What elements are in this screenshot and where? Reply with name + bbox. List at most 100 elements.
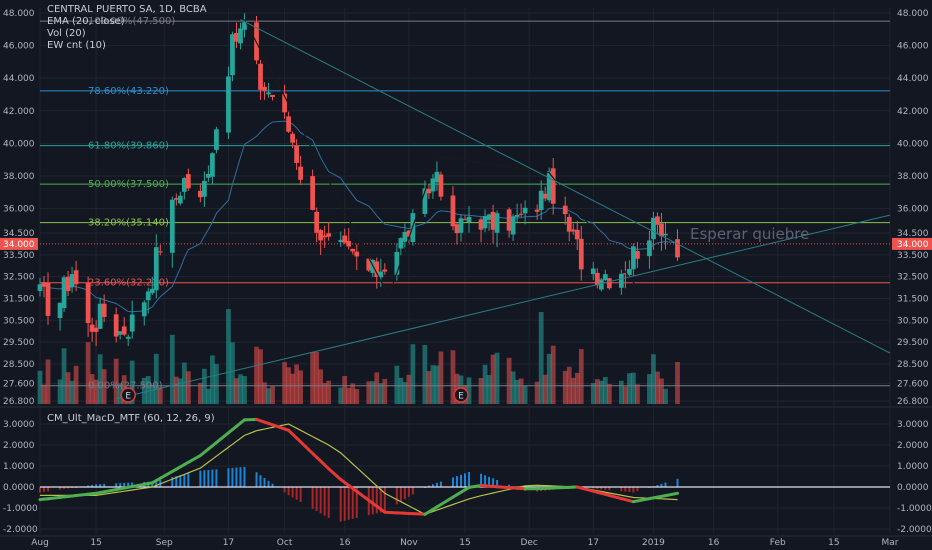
macd-hist-bar: [255, 472, 258, 487]
candle-body: [214, 129, 219, 150]
candle-body: [206, 174, 211, 178]
macd-hist-bar: [480, 473, 483, 487]
candle-body: [226, 76, 231, 133]
volume-bar: [129, 360, 135, 404]
price-axis-label-left: 29.500: [3, 338, 35, 348]
candle-body: [85, 282, 91, 324]
macd-line-segment: [467, 484, 483, 489]
fib-label: 0.00%(27.500): [88, 381, 163, 392]
candle-body: [266, 92, 271, 95]
candle-body: [350, 248, 356, 252]
volume-bar: [145, 376, 151, 404]
macd-axis-label: -2.0000: [897, 525, 932, 535]
volume-bar: [570, 377, 576, 404]
candle-body: [242, 22, 247, 30]
candle-body: [382, 269, 388, 272]
macd-hist-bar: [656, 485, 659, 487]
volume-bar: [546, 353, 552, 404]
macd-axis-label-left: 1.0000: [3, 462, 35, 472]
volume-bar: [518, 378, 524, 404]
volume-bar: [438, 351, 444, 404]
price-axis-label: 34.500: [897, 229, 929, 239]
macd-line-segment: [102, 488, 118, 494]
macd-axis-label-left: 0.0000: [3, 483, 35, 493]
price-axis-label: 29.500: [897, 338, 929, 348]
macd-hist-bar: [375, 487, 378, 514]
volume-bar: [113, 358, 119, 404]
time-axis-label: 15: [828, 538, 839, 548]
price-axis-label: 26.800: [897, 397, 929, 407]
time-axis-label: 16: [708, 538, 720, 548]
macd-line-segment: [158, 469, 174, 480]
candle-body: [61, 277, 67, 309]
volume-bar: [663, 388, 668, 404]
candle-body: [298, 166, 303, 180]
volume-bar: [101, 369, 107, 404]
macd-hist-bar: [271, 483, 274, 487]
volume-bar: [602, 377, 608, 404]
macd-hist-bar: [291, 487, 294, 498]
macd-hist-bar: [187, 473, 190, 487]
volume-bar: [37, 370, 43, 404]
macd-hist-bar: [259, 475, 262, 487]
macd-axis-label-left: -1.0000: [3, 504, 38, 514]
macd-legend: CM_Ult_MacD_MTF (60, 12, 26, 9): [47, 413, 215, 424]
volume-bar: [185, 371, 191, 404]
macd-hist-bar: [347, 487, 350, 520]
time-axis-label: 16: [339, 538, 351, 548]
macd-hist-bar: [395, 487, 398, 505]
macd-hist-bar: [431, 484, 434, 487]
volume-bar: [326, 380, 332, 404]
candle-body: [514, 214, 520, 217]
macd-hist-bar: [403, 487, 406, 500]
macd-axis-label-left: 3.0000: [3, 420, 35, 430]
candle-body: [458, 218, 464, 233]
macd-hist-bar: [263, 477, 266, 487]
volume-bar: [631, 372, 636, 404]
volume-bar: [434, 365, 440, 404]
candle-body: [169, 199, 175, 253]
macd-hist-bar: [91, 484, 94, 487]
volume-bar: [242, 376, 247, 404]
candle-body: [534, 209, 540, 212]
candle-body: [202, 180, 207, 197]
candle-body: [41, 282, 47, 287]
macd-hist-bar: [435, 482, 438, 487]
macd-hist-bar: [468, 471, 471, 487]
earnings-marker-label: E: [125, 392, 131, 402]
candle-body: [141, 302, 147, 317]
candle-body: [562, 205, 568, 215]
volume-bar: [41, 384, 47, 404]
macd-hist-bar: [379, 487, 382, 513]
price-axis-label-left: 28.500: [3, 360, 35, 370]
macd-hist-bar: [59, 487, 62, 490]
candle-body: [326, 233, 332, 237]
volume-bar: [254, 346, 259, 404]
candle-body: [631, 246, 636, 270]
candle-body: [89, 324, 95, 332]
volume-bar: [350, 383, 356, 404]
macd-line-segment: [299, 440, 315, 455]
macd-hist-bar: [123, 482, 126, 487]
candle-body: [173, 198, 179, 200]
candle-body: [286, 116, 291, 132]
candle-body: [346, 241, 352, 247]
candle-body: [210, 153, 215, 177]
macd-hist-bar: [459, 474, 462, 487]
price-axis-label-left: 36.000: [3, 205, 35, 215]
volume-bar: [374, 372, 380, 404]
macd-hist-bar: [183, 474, 186, 487]
macd-hist-bar: [496, 479, 499, 487]
volume-bar: [117, 383, 123, 404]
candle-body: [177, 195, 183, 204]
candle-body: [149, 288, 155, 294]
time-axis-label: Sep: [156, 538, 173, 548]
volume-bar: [149, 384, 155, 404]
volume-bar: [214, 363, 219, 404]
macd-axis-label: 0.0000: [897, 483, 929, 493]
volume-bar: [402, 382, 408, 404]
price-axis-label: 32.500: [897, 273, 929, 283]
fib-label: 50.00%(37.500): [88, 179, 169, 190]
candle-body: [550, 168, 556, 204]
